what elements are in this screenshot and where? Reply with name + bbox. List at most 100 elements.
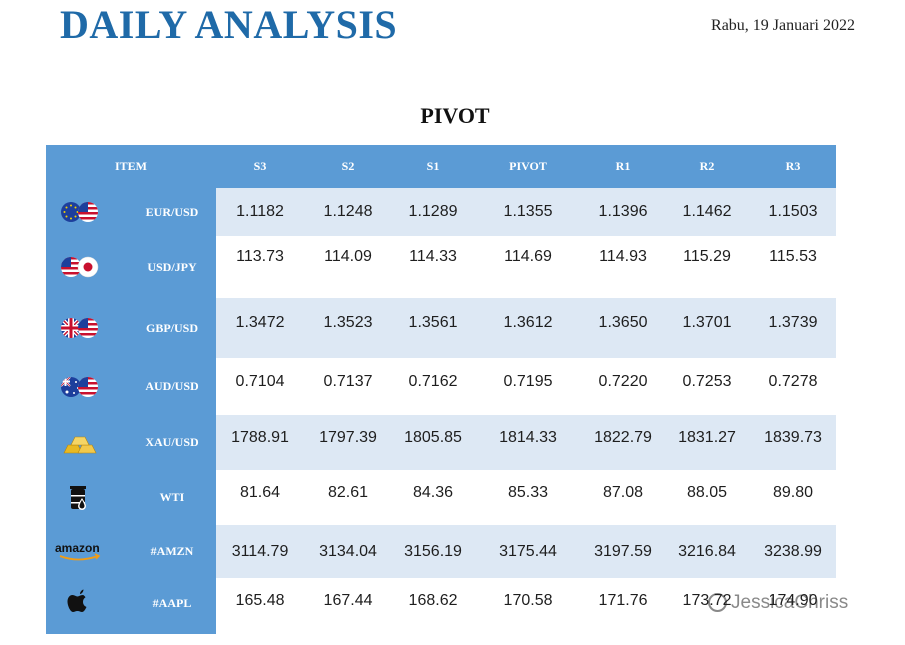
cell-pivot: 1.1355 [474,188,583,236]
row-icon-cell [46,470,128,525]
row-icon-cell [46,415,128,470]
cell-s1: 1.3561 [392,298,475,358]
cell-s1: 0.7162 [392,358,475,415]
cell-r1: 171.76 [582,578,665,634]
cell-r2: 1.3701 [664,298,751,358]
cell-r1: 1822.79 [582,415,665,470]
pivot-table: ITEM S3 S2 S1 PIVOT R1 R2 R3 [46,145,837,634]
table-row: WTI 81.64 82.61 84.36 85.33 87.08 88.05 … [46,470,837,525]
cell-s1: 3156.19 [392,525,475,578]
cell-s2: 167.44 [304,578,393,634]
cell-r3: 115.53 [750,236,837,298]
cell-s2: 3134.04 [304,525,393,578]
cell-r1: 114.93 [582,236,665,298]
cell-r3: 174.90 [750,578,837,634]
cell-s3: 81.64 [216,470,305,525]
cell-s3: 165.48 [216,578,305,634]
cell-r1: 1.1396 [582,188,665,236]
row-item-name: AUD/USD [128,358,217,415]
cell-r2: 1831.27 [664,415,751,470]
cell-r3: 1839.73 [750,415,837,470]
cell-s3: 1.3472 [216,298,305,358]
cell-s3: 1.1182 [216,188,305,236]
table-row: amazon #AMZN 3114.79 3134.04 3156.19 317… [46,525,837,578]
row-item-name: XAU/USD [128,415,217,470]
cell-s2: 82.61 [304,470,393,525]
watermark: JessicaChriss [708,592,848,614]
cell-s2: 0.7137 [304,358,393,415]
cell-s3: 1788.91 [216,415,305,470]
table-row: GBP/USD 1.3472 1.3523 1.3561 1.3612 1.36… [46,298,837,358]
row-item-name: #AAPL [128,578,217,634]
amazon-logo-icon: amazon [54,538,110,566]
cell-r2: 88.05 [664,470,751,525]
cell-s1: 114.33 [392,236,475,298]
cell-s1: 84.36 [392,470,475,525]
cell-r3: 1.3739 [750,298,837,358]
table-row: XAU/USD 1788.91 1797.39 1805.85 1814.33 … [46,415,837,470]
cell-pivot: 3175.44 [474,525,583,578]
table-row: USD/JPY 113.73 114.09 114.33 114.69 114.… [46,236,837,298]
col-header-s2: S2 [304,145,393,188]
row-item-name: USD/JPY [128,236,217,298]
cell-s2: 114.09 [304,236,393,298]
row-icon-cell [46,298,128,358]
col-header-r2: R2 [664,145,751,188]
cell-r2: 173.72 [664,578,751,634]
us-jp-flags-icon [60,253,100,281]
row-icon-cell [46,236,128,298]
cell-s2: 1.1248 [304,188,393,236]
cell-s3: 113.73 [216,236,305,298]
row-icon-cell [46,578,128,634]
cell-r2: 1.1462 [664,188,751,236]
col-header-item: ITEM [46,145,217,188]
table-row: AUD/USD 0.7104 0.7137 0.7162 0.7195 0.72… [46,358,837,415]
cell-r2: 115.29 [664,236,751,298]
watermark-logo-icon [708,593,727,613]
cell-r2: 3216.84 [664,525,751,578]
eu-us-flags-icon [60,198,100,226]
col-header-r1: R1 [582,145,665,188]
section-title: PIVOT [420,103,490,128]
cell-r1: 87.08 [582,470,665,525]
cell-r1: 1.3650 [582,298,665,358]
row-item-name: GBP/USD [128,298,217,358]
cell-pivot: 170.58 [474,578,583,634]
cell-r3: 0.7278 [750,358,837,415]
table-row: EUR/USD 1.1182 1.1248 1.1289 1.1355 1.13… [46,188,837,236]
cell-r3: 1.1503 [750,188,837,236]
uk-us-flags-icon [60,314,100,342]
cell-s1: 1.1289 [392,188,475,236]
watermark-text: JessicaChriss [731,592,849,613]
cell-pivot: 1814.33 [474,415,583,470]
cell-pivot: 0.7195 [474,358,583,415]
report-date: Rabu, 19 Januari 2022 [711,17,855,34]
col-header-pivot: PIVOT [474,145,583,188]
cell-s1: 168.62 [392,578,475,634]
cell-s2: 1.3523 [304,298,393,358]
row-item-name: EUR/USD [128,188,217,236]
col-header-r3: R3 [750,145,837,188]
cell-r1: 3197.59 [582,525,665,578]
cell-r1: 0.7220 [582,358,665,415]
table-row: #AAPL 165.48 167.44 168.62 170.58 171.76… [46,578,837,634]
col-header-s3: S3 [216,145,305,188]
cell-s3: 3114.79 [216,525,305,578]
cell-r3: 89.80 [750,470,837,525]
cell-s2: 1797.39 [304,415,393,470]
col-header-s1: S1 [392,145,475,188]
cell-r2: 0.7253 [664,358,751,415]
oil-barrel-icon [60,484,100,512]
gold-bars-icon [60,429,100,457]
row-icon-cell: amazon [46,525,128,578]
row-item-name: #AMZN [128,525,217,578]
cell-s1: 1805.85 [392,415,475,470]
au-us-flags-icon [60,373,100,401]
row-icon-cell [46,358,128,415]
table-header-row: ITEM S3 S2 S1 PIVOT R1 R2 R3 [46,145,837,188]
cell-pivot: 1.3612 [474,298,583,358]
cell-pivot: 114.69 [474,236,583,298]
row-icon-cell [46,188,128,236]
amazon-logo-text: amazon [55,541,100,555]
cell-r3: 3238.99 [750,525,837,578]
